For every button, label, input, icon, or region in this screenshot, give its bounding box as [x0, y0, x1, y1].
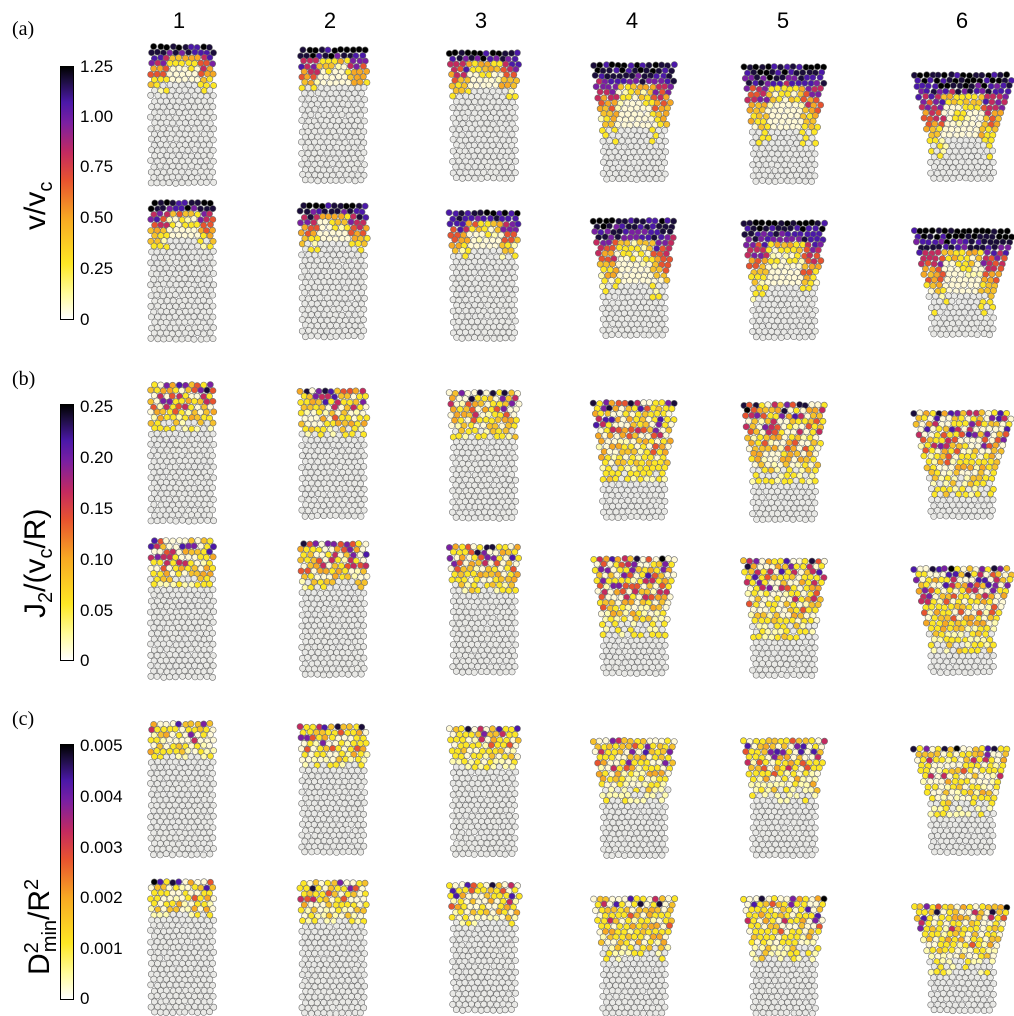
column-label-6: 6 — [942, 8, 982, 34]
snapshot-row2-col1 — [146, 200, 220, 340]
snapshot-row5-col3 — [444, 718, 526, 858]
snapshot-row6-col6 — [908, 876, 1014, 1016]
snapshot-row6-col5 — [738, 876, 832, 1016]
snapshot-row5-col1 — [146, 718, 220, 858]
snapshot-row5-col6 — [908, 718, 1014, 858]
column-label-1: 1 — [159, 8, 199, 34]
snapshot-row2-col2 — [295, 200, 373, 340]
snapshot-row2-col5 — [738, 200, 832, 340]
snapshot-row4-col3 — [444, 538, 526, 678]
snapshot-row5-col4 — [588, 718, 682, 858]
snapshot-row4-col4 — [588, 538, 682, 678]
snapshot-row6-col4 — [588, 876, 682, 1016]
column-label-5: 5 — [763, 8, 803, 34]
snapshot-row2-col6 — [908, 200, 1014, 340]
column-label-2: 2 — [310, 8, 350, 34]
colorbar-ticks-j2: 0.25 0.20 0.15 0.10 0.05 0 — [80, 398, 130, 668]
snapshot-row6-col2 — [295, 876, 373, 1016]
snapshot-row2-col3 — [444, 200, 526, 340]
colorbar-title-d2min: D2min/R2 — [16, 879, 66, 975]
colorbar-j2 — [60, 404, 74, 661]
snapshot-row4-col2 — [295, 538, 373, 678]
snapshot-row1-col3 — [444, 44, 526, 184]
snapshot-row1-col2 — [295, 44, 373, 184]
snapshot-row3-col2 — [295, 382, 373, 522]
panel-label-b: (b) — [12, 368, 35, 391]
column-label-4: 4 — [612, 8, 652, 34]
snapshot-row5-col5 — [738, 718, 832, 858]
snapshot-row3-col1 — [146, 382, 220, 522]
snapshot-row1-col4 — [588, 44, 682, 184]
snapshot-row4-col1 — [146, 538, 220, 678]
snapshot-row5-col2 — [295, 718, 373, 858]
snapshot-row6-col1 — [146, 876, 220, 1016]
snapshot-row1-col1 — [146, 44, 220, 184]
colorbar-title-velocity: v/vc — [20, 182, 62, 230]
snapshot-row1-col6 — [908, 44, 1014, 184]
snapshot-row1-col5 — [738, 44, 832, 184]
colorbar-title-j2: J2/(vc/R) — [20, 509, 62, 618]
snapshot-row2-col4 — [588, 200, 682, 340]
panel-label-a: (a) — [12, 18, 34, 41]
colorbar-ticks-velocity: 1.25 1.00 0.75 0.50 0.25 0 — [80, 58, 130, 328]
panel-label-c: (c) — [12, 708, 34, 731]
snapshot-row3-col6 — [908, 382, 1014, 522]
snapshot-row3-col3 — [444, 382, 526, 522]
colorbar-ticks-d2min: 0.005 0.004 0.003 0.002 0.001 0 — [80, 737, 140, 1007]
snapshot-row6-col3 — [444, 876, 526, 1016]
snapshot-row3-col4 — [588, 382, 682, 522]
colorbar-d2min — [60, 744, 74, 1000]
colorbar-velocity — [60, 66, 74, 320]
snapshot-row4-col6 — [908, 538, 1014, 678]
column-label-3: 3 — [461, 8, 501, 34]
snapshot-row4-col5 — [738, 538, 832, 678]
snapshot-row3-col5 — [738, 382, 832, 522]
